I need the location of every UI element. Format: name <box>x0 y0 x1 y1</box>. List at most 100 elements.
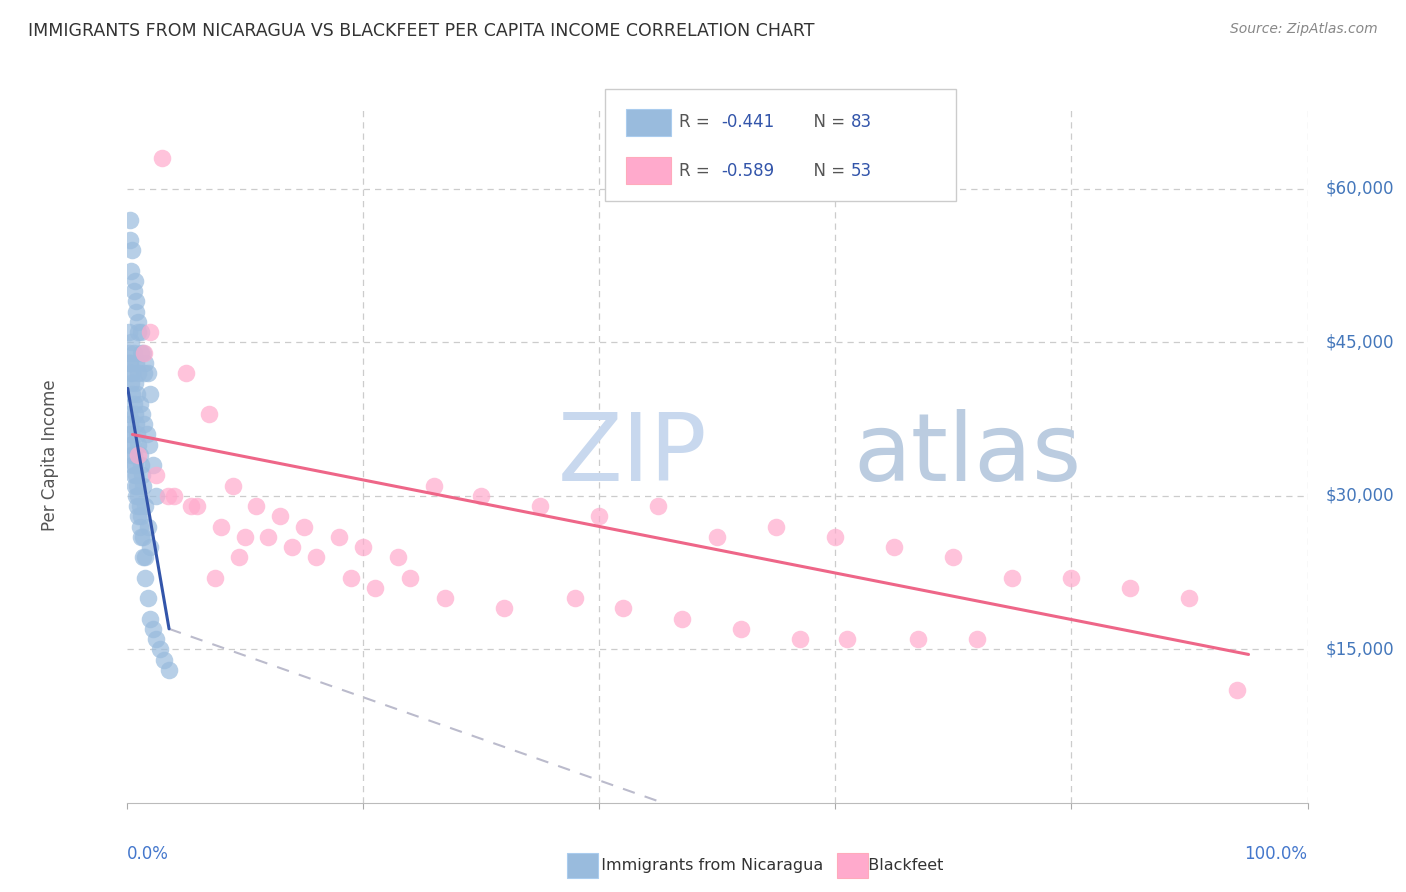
Point <box>136 519 159 533</box>
Point <box>124 274 146 288</box>
Point <box>363 581 385 595</box>
Point <box>150 151 173 165</box>
Point <box>647 499 669 513</box>
Point <box>340 571 363 585</box>
Point <box>494 601 516 615</box>
Point <box>122 397 145 411</box>
Point <box>281 540 304 554</box>
Point <box>257 530 280 544</box>
Point <box>157 663 180 677</box>
Point <box>129 530 152 544</box>
Point <box>422 478 444 492</box>
Point <box>153 652 176 666</box>
Point <box>118 427 141 442</box>
Point <box>132 530 155 544</box>
Point <box>128 499 150 513</box>
Point <box>118 356 141 370</box>
Point <box>128 519 150 533</box>
Point <box>125 304 148 318</box>
Text: N =: N = <box>803 113 851 131</box>
Point <box>128 448 150 462</box>
Point <box>118 345 141 359</box>
Point <box>139 612 162 626</box>
Point <box>1178 591 1201 606</box>
Point <box>136 366 159 380</box>
Point <box>121 386 143 401</box>
Point <box>132 478 155 492</box>
Point <box>765 519 787 533</box>
Text: Immigrants from Nicaragua: Immigrants from Nicaragua <box>591 858 823 872</box>
Point <box>141 458 163 472</box>
Point <box>149 642 172 657</box>
Point <box>180 499 202 513</box>
Point <box>129 345 152 359</box>
Point <box>228 550 250 565</box>
Point <box>1060 571 1083 585</box>
Point <box>671 612 693 626</box>
Point <box>122 284 145 298</box>
Point <box>127 438 149 452</box>
Point <box>1001 571 1024 585</box>
Point <box>387 550 409 565</box>
Point <box>120 438 142 452</box>
Point <box>127 325 149 339</box>
Point <box>127 478 149 492</box>
Point <box>328 530 350 544</box>
Point <box>127 386 149 401</box>
Point <box>118 407 141 421</box>
Point <box>529 499 551 513</box>
Point <box>966 632 988 646</box>
Point <box>120 233 142 247</box>
Point <box>269 509 291 524</box>
Point <box>174 366 197 380</box>
Point <box>156 489 179 503</box>
Point <box>135 427 157 442</box>
Point <box>612 601 634 615</box>
Point <box>131 407 153 421</box>
Point <box>134 345 156 359</box>
Point <box>121 244 143 258</box>
Point <box>141 622 163 636</box>
Point <box>134 356 156 370</box>
Point <box>399 571 422 585</box>
Point <box>138 438 160 452</box>
Point <box>127 427 149 442</box>
Point <box>304 550 326 565</box>
Text: ZIP: ZIP <box>558 409 707 501</box>
Point <box>139 386 162 401</box>
Text: Source: ZipAtlas.com: Source: ZipAtlas.com <box>1230 22 1378 37</box>
Point <box>120 212 142 227</box>
Point <box>127 366 149 380</box>
Text: Blackfeet: Blackfeet <box>858 858 943 872</box>
Point <box>907 632 929 646</box>
Point <box>789 632 811 646</box>
Point <box>120 376 142 391</box>
Text: 53: 53 <box>851 161 872 179</box>
Point <box>129 325 152 339</box>
Point <box>233 530 256 544</box>
Point <box>136 591 159 606</box>
Text: atlas: atlas <box>853 409 1081 501</box>
Point <box>120 448 142 462</box>
Text: $60,000: $60,000 <box>1326 180 1393 198</box>
Point <box>125 356 148 370</box>
Point <box>835 632 858 646</box>
Point <box>118 325 141 339</box>
Text: -0.441: -0.441 <box>721 113 775 131</box>
Point <box>134 366 156 380</box>
Point <box>1119 581 1142 595</box>
Point <box>883 540 905 554</box>
Point <box>145 468 167 483</box>
Point <box>125 417 148 432</box>
Point <box>129 509 152 524</box>
Point <box>824 530 846 544</box>
Point <box>120 417 142 432</box>
Point <box>127 489 149 503</box>
Point <box>204 571 226 585</box>
Point <box>124 478 146 492</box>
Point <box>730 622 752 636</box>
Point <box>139 540 162 554</box>
Point <box>131 468 153 483</box>
Point <box>124 407 146 421</box>
Text: N =: N = <box>803 161 851 179</box>
